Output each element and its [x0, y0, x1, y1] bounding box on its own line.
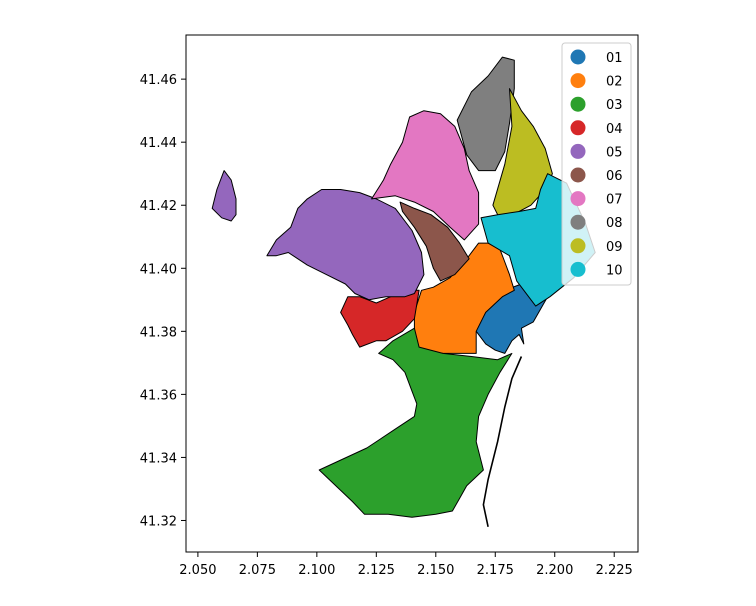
x-tick-label: 2.075 — [239, 563, 276, 578]
district-04 — [340, 289, 420, 348]
legend-label-03: 03 — [606, 98, 623, 113]
breakwater-line — [482, 356, 523, 527]
legend-label-05: 05 — [606, 145, 623, 160]
y-tick-label: 41.36 — [140, 388, 177, 403]
legend-marker-02 — [570, 73, 586, 89]
x-tick-label: 2.150 — [417, 563, 454, 578]
district-09 — [492, 88, 553, 225]
y-tick-label: 41.40 — [140, 262, 177, 277]
legend-label-08: 08 — [606, 216, 623, 231]
legend-marker-06 — [570, 167, 586, 183]
y-tick-label: 41.38 — [140, 325, 177, 340]
legend: 01 02 03 04 05 06 07 08 09 10 — [561, 42, 632, 286]
district-03 — [318, 327, 513, 518]
y-tick-label: 41.46 — [140, 73, 177, 88]
legend-marker-07 — [570, 191, 586, 207]
x-tick-label: 2.200 — [536, 563, 573, 578]
legend-marker-03 — [570, 96, 586, 112]
y-tick-label: 41.34 — [140, 451, 177, 466]
legend-label-10: 10 — [606, 263, 623, 278]
district-05-w — [211, 170, 237, 222]
district-07 — [371, 110, 480, 241]
x-tick-label: 2.100 — [298, 563, 335, 578]
legend-label-04: 04 — [606, 122, 623, 137]
x-tick-label: 2.050 — [179, 563, 216, 578]
y-axis: 41.32 41.34 41.36 41.38 41.40 41.42 41.44 41.46 — [140, 73, 186, 529]
legend-marker-04 — [570, 120, 586, 136]
y-tick-label: 41.32 — [140, 514, 177, 529]
x-tick-label: 2.175 — [477, 563, 514, 578]
legend-label-07: 07 — [606, 193, 623, 208]
legend-marker-05 — [570, 143, 586, 159]
legend-marker-09 — [570, 238, 586, 254]
legend-marker-10 — [570, 261, 586, 277]
legend-label-01: 01 — [606, 51, 623, 66]
harbour-breakwater — [482, 356, 523, 527]
x-axis: 2.050 2.075 2.100 2.125 2.150 2.175 2.200 2.225 — [179, 552, 633, 578]
legend-label-09: 09 — [606, 240, 623, 255]
legend-label-06: 06 — [606, 169, 623, 184]
district-05 — [266, 189, 425, 301]
district-06 — [399, 201, 470, 282]
x-tick-label: 2.225 — [596, 563, 633, 578]
y-tick-label: 41.42 — [140, 199, 177, 214]
district-02 — [413, 242, 515, 354]
y-tick-label: 41.44 — [140, 136, 177, 151]
legend-label-02: 02 — [606, 75, 623, 90]
x-tick-label: 2.125 — [358, 563, 395, 578]
legend-marker-01 — [570, 49, 586, 65]
axes-frame — [185, 34, 639, 553]
legend-marker-08 — [570, 214, 586, 230]
